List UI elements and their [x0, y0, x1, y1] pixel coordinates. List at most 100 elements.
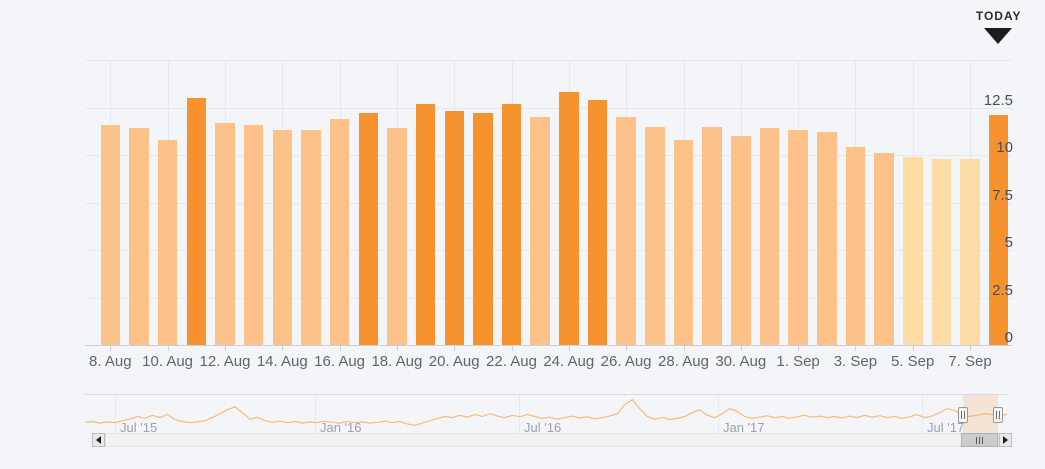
- x-axis-tick: [339, 346, 341, 351]
- navigator-sparkline: [85, 398, 1007, 427]
- x-axis-label: 26. Aug: [600, 353, 652, 370]
- y-axis-label: 2.5: [992, 281, 1013, 299]
- x-axis-label: 22. Aug: [486, 353, 537, 370]
- y-axis-label: 7.5: [992, 186, 1013, 204]
- y-gridline: [85, 60, 1013, 61]
- y-axis-label: 5: [1004, 234, 1013, 251]
- thumb-grip-icon: [981, 436, 983, 444]
- scrollbar-left-button[interactable]: [92, 433, 105, 447]
- x-axis-label: 30. Aug: [715, 353, 767, 370]
- bar-22-aug[interactable]: [501, 103, 522, 345]
- bar-12-aug[interactable]: [215, 122, 235, 345]
- navigator-axis-label: Jan '16: [320, 420, 362, 435]
- x-axis-tick: [568, 346, 570, 351]
- x-axis-tick: [511, 346, 513, 351]
- bar-25-aug[interactable]: [587, 99, 608, 345]
- x-axis-label: 24. Aug: [543, 353, 595, 370]
- navigator-handle-left[interactable]: [957, 407, 968, 423]
- x-axis-tick: [855, 346, 857, 351]
- x-axis-label: 10. Aug: [142, 353, 194, 370]
- navigator-axis-label: Jul '17: [927, 420, 965, 435]
- bar-30-aug[interactable]: [731, 136, 751, 345]
- x-axis-line: [85, 345, 1013, 346]
- x-axis-label: 12. Aug: [199, 353, 251, 370]
- navigator-gridline: [718, 395, 719, 433]
- bar-6-sep[interactable]: [931, 158, 952, 345]
- bar-10-aug[interactable]: [157, 139, 178, 345]
- bar-20-aug[interactable]: [444, 111, 464, 345]
- bar-26-aug[interactable]: [616, 117, 636, 345]
- x-axis-label: 28. Aug: [658, 353, 709, 370]
- bar-19-aug[interactable]: [415, 103, 436, 345]
- bar-13-aug[interactable]: [243, 124, 264, 345]
- x-axis-tick: [740, 346, 742, 351]
- navigator-gridline: [315, 395, 316, 433]
- x-axis-tick: [282, 346, 284, 351]
- scrollbar-track[interactable]: [105, 433, 999, 447]
- handle-grip-icon: [995, 411, 997, 419]
- thumb-grip-icon: [975, 436, 977, 444]
- scrollbar[interactable]: [92, 433, 1012, 447]
- x-axis-label: 16. Aug: [314, 353, 366, 370]
- x-axis-tick: [626, 346, 628, 351]
- x-axis-label: 8. Aug: [89, 353, 132, 370]
- x-axis-tick: [396, 346, 398, 351]
- today-label: TODAY: [975, 9, 1022, 23]
- bar-14-aug[interactable]: [272, 130, 292, 345]
- x-axis-tick: [167, 346, 169, 351]
- bar-15-aug[interactable]: [301, 130, 321, 345]
- handle-grip-icon: [963, 411, 965, 419]
- bar-29-aug[interactable]: [702, 126, 722, 345]
- bar-8-aug[interactable]: [100, 124, 121, 345]
- x-axis-tick: [683, 346, 685, 351]
- y-axis-label: 12.5: [983, 91, 1013, 109]
- bar-17-aug[interactable]: [358, 113, 378, 345]
- today-arrow-icon: [984, 28, 1013, 44]
- handle-grip-icon: [998, 411, 1000, 419]
- x-axis-tick: [454, 346, 456, 351]
- x-axis-label: 1. Sep: [776, 353, 820, 370]
- bar-23-aug[interactable]: [530, 117, 550, 345]
- y-axis-label: 0: [1004, 329, 1013, 346]
- x-axis-tick: [110, 346, 112, 351]
- bar-16-aug[interactable]: [329, 118, 350, 345]
- bar-11-aug[interactable]: [186, 98, 206, 345]
- navigator-axis-label: Jan '17: [723, 420, 765, 435]
- bar-24-aug[interactable]: [559, 92, 579, 345]
- x-axis-label: 3. Sep: [833, 353, 878, 370]
- handle-grip-icon: [960, 411, 962, 419]
- navigator-axis-label: Jul '16: [524, 420, 562, 435]
- bar-27-aug[interactable]: [645, 126, 665, 345]
- navigator-axis-label: Jul '15: [120, 420, 158, 435]
- navigator-selected-range[interactable]: [962, 395, 998, 433]
- bar-3-sep[interactable]: [845, 147, 866, 345]
- bar-7-sep[interactable]: [960, 158, 980, 345]
- bar-1-sep[interactable]: [788, 130, 808, 345]
- bar-2-sep[interactable]: [817, 132, 837, 345]
- x-axis-label: 5. Sep: [891, 353, 935, 370]
- bar-4-sep[interactable]: [874, 153, 894, 345]
- bar-5-sep[interactable]: [903, 156, 923, 345]
- x-axis-tick: [970, 346, 971, 351]
- y-axis-label: 10: [996, 139, 1013, 156]
- scrollbar-thumb[interactable]: [960, 433, 998, 447]
- bar-18-aug[interactable]: [387, 128, 407, 345]
- bar-28-aug[interactable]: [673, 139, 694, 345]
- triangle-right-icon: [1003, 436, 1008, 444]
- navigator-gridline: [115, 395, 116, 433]
- navigator[interactable]: Jul '15 Jan '16 Jul '16 Jan '17 Jul '17: [85, 394, 1007, 435]
- bar-21-aug[interactable]: [473, 113, 493, 345]
- x-axis-label: 7. Sep: [948, 353, 992, 370]
- navigator-handle-right[interactable]: [992, 407, 1003, 423]
- scrollbar-right-button[interactable]: [999, 433, 1012, 447]
- x-axis-label: 18. Aug: [371, 353, 423, 370]
- bar-9-aug[interactable]: [129, 128, 149, 345]
- x-axis-label: 14. Aug: [256, 353, 308, 370]
- x-axis-tick: [798, 346, 800, 351]
- y-gridline: [85, 107, 1013, 109]
- bar-31-aug[interactable]: [759, 128, 780, 345]
- x-axis-label: 20. Aug: [428, 353, 480, 370]
- navigator-gridline: [519, 395, 520, 433]
- bar-8-sep[interactable]: [988, 115, 1009, 345]
